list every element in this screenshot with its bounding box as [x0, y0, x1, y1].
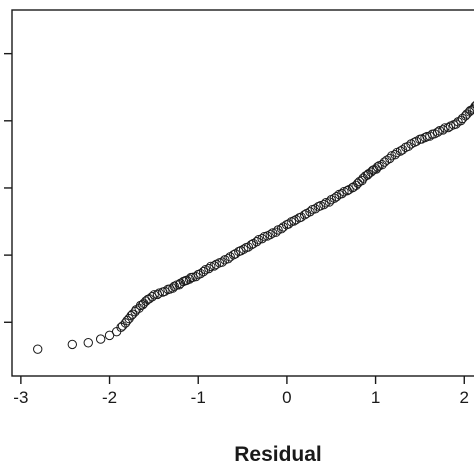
data-point-fill — [243, 242, 254, 252]
data-point-fill — [440, 123, 450, 133]
data-point — [33, 344, 43, 354]
data-point-fill — [254, 234, 264, 245]
data-point — [438, 125, 448, 135]
x-axis-title: Residual — [234, 443, 322, 466]
x-tick-label: 2 — [460, 388, 469, 407]
data-point-fill — [409, 137, 419, 148]
data-point-fill — [387, 151, 397, 161]
data-point — [257, 233, 267, 244]
data-point-fill — [445, 121, 456, 131]
x-axis-tick-labels: -3 -2 -1 0 1 2 — [13, 388, 469, 407]
data-point — [95, 334, 106, 344]
data-point-fill — [184, 274, 195, 284]
data-point-fill — [206, 261, 216, 272]
data-point-fill — [271, 227, 281, 237]
data-point-fill — [134, 303, 144, 313]
data-point-fill — [180, 276, 190, 286]
data-point-fill — [362, 170, 373, 180]
data-point-fill — [319, 199, 329, 210]
data-point — [230, 249, 241, 259]
data-point — [198, 266, 209, 277]
data-point-fill — [344, 184, 354, 195]
data-point — [268, 228, 278, 238]
data-point — [321, 198, 331, 208]
data-point-fill — [149, 290, 159, 300]
data-point-fill — [211, 259, 222, 269]
data-point-fill — [366, 167, 376, 177]
data-point-fill — [339, 187, 349, 197]
data-point — [443, 122, 454, 133]
data-point — [83, 338, 93, 348]
data-point-fill — [313, 202, 323, 212]
data-point — [331, 191, 342, 202]
data-point — [278, 222, 289, 232]
data-point-fill — [472, 101, 474, 109]
data-point-fill — [382, 155, 392, 165]
data-point-fill — [397, 145, 408, 155]
data-point-fill — [470, 101, 474, 111]
data-point-fill — [377, 160, 387, 170]
data-point-fill — [259, 231, 270, 242]
data-point-fill — [281, 220, 292, 230]
data-point-fill — [217, 257, 227, 267]
data-point-fill — [228, 250, 239, 260]
data-point-fill — [420, 132, 430, 143]
data-point-fill — [307, 204, 318, 215]
data-point-fill — [200, 265, 211, 275]
x-axis-ticks — [20, 376, 465, 384]
data-point-fill — [160, 286, 170, 297]
data-point-fill — [186, 272, 196, 283]
data-point — [141, 296, 151, 306]
data-point-fill — [464, 107, 474, 117]
data-point-fill — [372, 162, 383, 172]
x-tick-label: -2 — [102, 388, 117, 407]
data-point-fill — [469, 103, 474, 113]
data-point-fill — [138, 300, 148, 310]
data-point-fill — [429, 129, 440, 139]
data-point-fill — [291, 214, 301, 225]
data-point-fill — [425, 131, 435, 141]
x-tick-label: 1 — [371, 388, 380, 407]
data-point-fill — [434, 126, 445, 136]
y-axis-ticks — [4, 52, 12, 323]
data-point-fill — [392, 147, 402, 158]
x-tick-label: 0 — [282, 388, 291, 407]
data-point-fill — [451, 119, 461, 129]
data-point-fill — [265, 229, 275, 240]
data-point-fill — [334, 189, 344, 200]
data-point-fill — [415, 134, 425, 144]
data-point-fill — [234, 246, 244, 257]
data-point-fill — [238, 244, 249, 254]
data-point-fill — [286, 217, 297, 227]
data-point-fill — [154, 288, 164, 298]
data-point-fill — [349, 182, 359, 192]
data-point-fill — [143, 294, 153, 305]
x-tick-label: -1 — [191, 388, 206, 407]
data-point — [246, 240, 257, 250]
data-point — [67, 339, 78, 350]
plot-frame — [11, 9, 474, 377]
x-tick-label: -3 — [13, 388, 28, 407]
data-points — [33, 101, 474, 354]
data-point-fill — [191, 272, 201, 282]
data-point-fill — [367, 165, 378, 176]
data-point — [209, 261, 219, 271]
